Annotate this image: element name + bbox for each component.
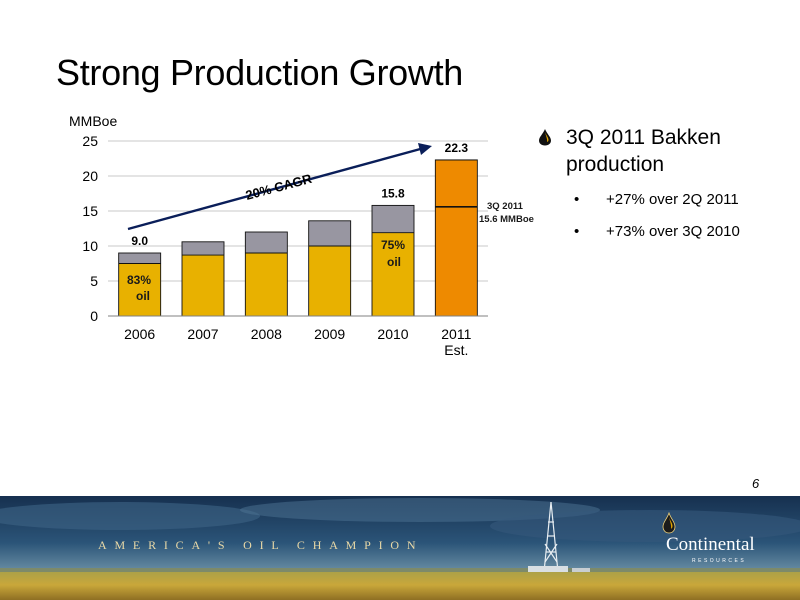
bar-oil-0 bbox=[118, 263, 161, 316]
bar-oil-3 bbox=[308, 246, 351, 316]
bar-gas-2 bbox=[245, 232, 288, 253]
bullet-panel: 3Q 2011 Bakken production • +27% over 2Q… bbox=[538, 124, 793, 242]
lead-bullet: 3Q 2011 Bakken production bbox=[538, 124, 793, 178]
x-tick-label: 2010 bbox=[377, 326, 408, 342]
bars bbox=[118, 159, 478, 317]
y-tick-label: 25 bbox=[82, 133, 98, 149]
x-tick-label: 2007 bbox=[187, 326, 218, 342]
oil-share-2010: 75% oil bbox=[381, 238, 408, 269]
slide-title: Strong Production Growth bbox=[56, 52, 464, 93]
x-tick-label: 2009 bbox=[314, 326, 345, 342]
x-tick-label: 2006 bbox=[124, 326, 155, 342]
footer-banner: AMERICA'S OIL CHAMPION Continental RESOU… bbox=[0, 496, 800, 600]
logo-name: Continental bbox=[666, 534, 755, 555]
oil-share-2006: 83% oil bbox=[127, 273, 154, 303]
bullet-dot: • bbox=[574, 223, 580, 240]
sub-bullet: • +73% over 3Q 2010 bbox=[538, 222, 793, 242]
bar-oil-4 bbox=[372, 232, 414, 316]
oil-drop-icon bbox=[539, 129, 551, 146]
cagr-arrow bbox=[127, 146, 425, 231]
bar-gas-4 bbox=[372, 205, 414, 233]
sub-bullet-text: +27% over 2Q 2011 bbox=[606, 191, 739, 208]
oil-drop-icon bbox=[662, 512, 676, 534]
y-tick-label: 20 bbox=[82, 168, 98, 184]
page-number: 6 bbox=[752, 476, 760, 491]
oil-field-scene bbox=[0, 496, 800, 600]
drilling-rig bbox=[543, 501, 559, 573]
lead-line-1: 3Q 2011 Bakken bbox=[566, 126, 721, 149]
y-tick-label: 10 bbox=[82, 238, 98, 254]
sub-bullet: • +27% over 2Q 2011 bbox=[538, 190, 793, 210]
logo-subtitle: RESOURCES bbox=[692, 558, 747, 564]
bar-oil-2 bbox=[245, 253, 288, 316]
x-tick-label: 2011 Est. bbox=[441, 326, 471, 358]
bullet-dot: • bbox=[574, 191, 580, 208]
data-labels: 9.0 15.8 22.3 bbox=[131, 141, 468, 248]
bar-gas-1 bbox=[182, 241, 224, 256]
bar-oil-1 bbox=[182, 255, 224, 316]
company-logo: Continental RESOURCES bbox=[662, 512, 782, 572]
q3-2011-callout: 3Q 2011 15.6 MMBoe bbox=[479, 201, 534, 225]
bar-gas-3 bbox=[308, 220, 351, 246]
data-label: 15.8 bbox=[381, 186, 405, 200]
x-tick-label: 2008 bbox=[251, 326, 282, 342]
cagr-arrowhead bbox=[418, 143, 432, 155]
gridlines bbox=[108, 140, 488, 282]
cagr-label: 20% CAGR bbox=[244, 171, 314, 203]
y-tick-label: 15 bbox=[82, 203, 98, 219]
bar-gas-0 bbox=[118, 253, 161, 264]
sub-bullet-text: +73% over 3Q 2010 bbox=[606, 223, 740, 240]
y-tick-label: 5 bbox=[90, 273, 98, 289]
lead-line-2: production bbox=[566, 153, 665, 176]
data-label: 9.0 bbox=[131, 234, 148, 248]
bar-oil-5 bbox=[435, 159, 478, 316]
y-tick-label: 0 bbox=[90, 308, 98, 324]
x-axis-ticks: 2006 2007 2008 2009 2010 2011 Est. bbox=[124, 326, 472, 358]
y-axis-ticks: 0 5 10 15 20 25 bbox=[82, 133, 98, 324]
tagline: AMERICA'S OIL CHAMPION bbox=[98, 538, 424, 552]
data-label: 22.3 bbox=[445, 141, 469, 155]
y-axis-label: MMBoe bbox=[69, 113, 117, 129]
